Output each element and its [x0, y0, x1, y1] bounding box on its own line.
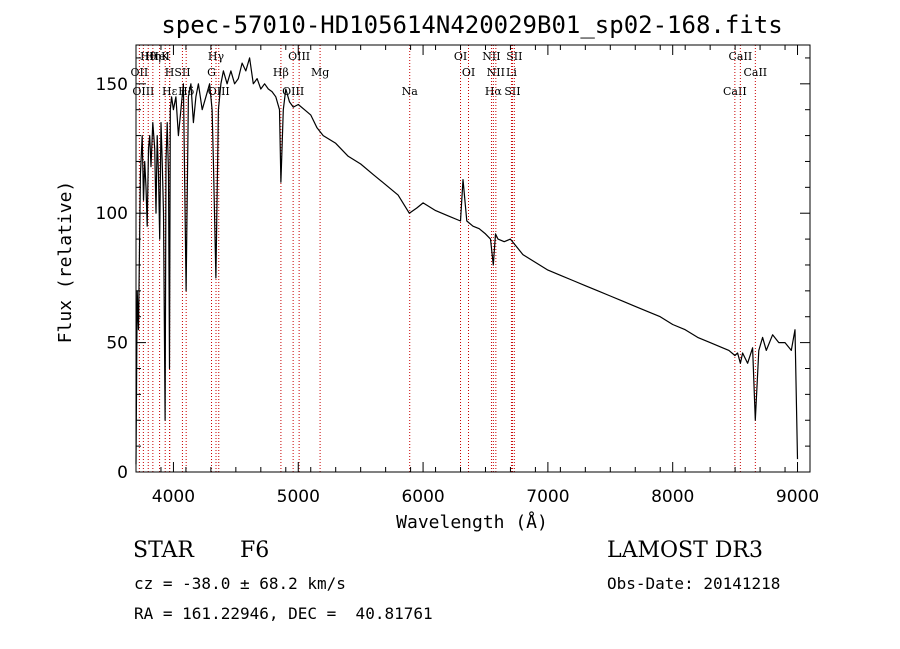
line-marker-label: Hγ [208, 50, 225, 63]
line-marker-label: CaII [729, 50, 753, 63]
plot-frame [135, 44, 811, 473]
line-marker-label: OIII [288, 50, 310, 63]
line-marker-label: NII [487, 66, 505, 79]
obs-date-text: Obs-Date: 20141218 [607, 574, 781, 593]
spectrum-line [135, 57, 799, 465]
line-marker-label: Hα [485, 85, 503, 98]
line-marker-label: K [161, 50, 170, 63]
y-tick-label: 0 [117, 463, 128, 483]
x-tick-label: 8000 [651, 487, 694, 507]
x-tick-label: 7000 [526, 487, 569, 507]
line-marker-label: CaII [723, 85, 747, 98]
line-marker-label: Na [402, 85, 419, 98]
line-marker-label: HeI [149, 50, 169, 63]
line-marker-label: Hε [162, 85, 178, 98]
chart-title: spec-57010-HD105614N420029B01_sp02-168.f… [161, 11, 782, 39]
subclass-label: F6 [240, 538, 270, 563]
line-marker-label: OIII [208, 85, 230, 98]
series-group [135, 57, 799, 465]
line-marker-label: OII [131, 66, 149, 79]
y-tick-label: 100 [96, 204, 128, 224]
redshift-text: cz = -38.0 ± 68.2 km/s [134, 574, 346, 593]
y-tick-label: 50 [106, 334, 128, 354]
x-tick-label: 4000 [152, 487, 195, 507]
y-tick-label: 150 [96, 75, 128, 95]
line-marker-label: OI [454, 50, 467, 63]
line-marker-label: OIII [132, 85, 154, 98]
line-marker-label: Hθ [140, 50, 157, 63]
y-axis-label: Flux (relative) [55, 181, 76, 344]
line-marker-label: SII [506, 50, 522, 63]
line-marker-label: SII [174, 66, 190, 79]
x-tick-label: 9000 [776, 487, 819, 507]
coordinates-text: RA = 161.22946, DEC = 40.81761 [134, 604, 433, 623]
line-marker-label: G [207, 66, 216, 79]
line-marker-label: Mg [311, 66, 329, 79]
class-label: STAR [133, 538, 194, 563]
axis-ticks: 4000 5000 6000 7000 8000 9000 0 50 100 150 [96, 45, 819, 507]
line-marker-label: Li [506, 66, 517, 79]
survey-label: LAMOST DR3 [607, 538, 763, 563]
line-marker-label: NII [482, 50, 500, 63]
x-axis-label: Wavelength (Å) [396, 511, 548, 533]
line-marker-label: CaII [743, 66, 767, 79]
line-markers: HθOIIOIIIKHHεHeISIIHδHηGOIIIHγHβOIIIOIII… [131, 45, 767, 472]
x-tick-label: 5000 [277, 487, 320, 507]
x-tick-label: 6000 [401, 487, 444, 507]
line-marker-label: SII [504, 85, 520, 98]
line-marker-label: Hβ [273, 66, 289, 79]
line-marker-label: Hη [145, 50, 161, 63]
line-marker-label: OI [462, 66, 475, 79]
